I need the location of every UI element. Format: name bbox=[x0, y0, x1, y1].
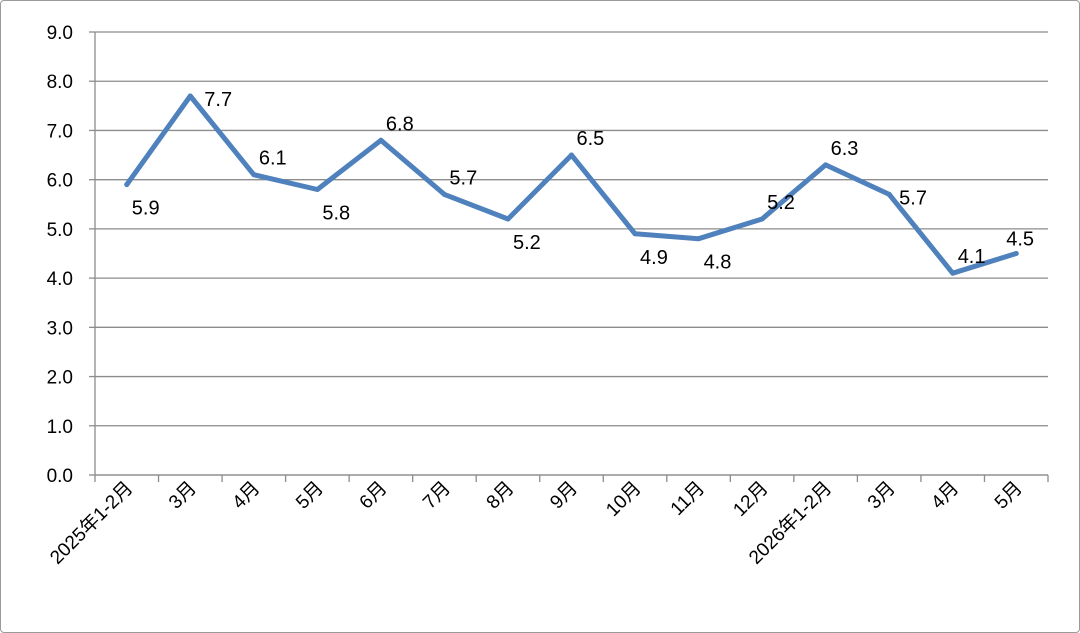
x-tick-label: 9月 bbox=[546, 478, 582, 514]
data-point bbox=[505, 216, 511, 222]
x-tick-label: 8月 bbox=[483, 478, 519, 514]
x-tick-label: 6月 bbox=[356, 478, 392, 514]
data-label: 6.1 bbox=[259, 148, 287, 170]
y-tick-label: 9.0 bbox=[47, 23, 73, 44]
y-tick-label: 8.0 bbox=[47, 72, 73, 93]
x-axis-tick-labels: 2025年1-2月 3月 4月 5月 6月 7月 8月 9月 10月 11月 12月2026年1-2… bbox=[46, 477, 1027, 569]
data-labels: 5.9 7.7 6.1 5.8 6.8 5.7 5.2 6.5 4.9 4.8 5.2 6.3 5.7 4… bbox=[132, 89, 1034, 274]
x-tick-label: 3月 bbox=[864, 478, 900, 514]
data-label: 6.8 bbox=[386, 113, 414, 135]
data-label: 7.7 bbox=[204, 89, 232, 111]
x-tick-label: 5月 bbox=[292, 478, 328, 514]
data-point bbox=[759, 216, 765, 222]
x-tick-label: 10月 bbox=[602, 478, 645, 521]
data-point bbox=[1013, 251, 1019, 256]
data-point bbox=[632, 231, 638, 237]
x-tick-label: 12月 bbox=[729, 478, 772, 521]
y-tick-label: 4.0 bbox=[47, 269, 73, 290]
y-tick-label: 3.0 bbox=[47, 318, 73, 339]
data-label: 4.9 bbox=[640, 247, 668, 269]
y-tick-label: 1.0 bbox=[47, 417, 73, 438]
y-tick-label: 0.0 bbox=[47, 466, 73, 487]
series-group bbox=[124, 93, 1019, 276]
y-tick-label: 7.0 bbox=[47, 121, 73, 142]
data-point bbox=[950, 270, 956, 276]
data-label: 6.5 bbox=[577, 128, 605, 150]
data-point bbox=[378, 137, 384, 143]
series-line bbox=[124, 93, 1019, 276]
data-point bbox=[569, 152, 574, 158]
data-point bbox=[187, 93, 193, 99]
data-point bbox=[823, 162, 829, 168]
data-label: 4.8 bbox=[704, 252, 732, 274]
gridlines bbox=[95, 31, 1048, 476]
x-tick-label: 7月 bbox=[419, 478, 455, 514]
y-tick-label: 2.0 bbox=[47, 368, 73, 389]
x-tick-label: 11月 bbox=[667, 478, 709, 520]
data-label: 5.2 bbox=[767, 192, 795, 214]
data-point bbox=[886, 191, 892, 197]
x-tick-label: 4月 bbox=[927, 478, 963, 514]
data-point bbox=[124, 182, 130, 188]
data-label: 6.3 bbox=[831, 138, 859, 160]
y-tick-label: 6.0 bbox=[47, 171, 73, 192]
data-label: 5.9 bbox=[132, 198, 160, 220]
data-point bbox=[696, 236, 702, 242]
x-tick-label: 4月 bbox=[229, 478, 265, 514]
x-tick-label: 5月 bbox=[991, 478, 1027, 514]
y-axis-tick-labels: 0.0 1.0 2.0 3.0 4.0 5.0 6.0 7.0 8.0 9.0 bbox=[47, 23, 73, 487]
data-point bbox=[251, 172, 257, 178]
data-label: 5.7 bbox=[899, 187, 927, 209]
data-label: 5.7 bbox=[449, 167, 477, 189]
x-tick-label: 3月 bbox=[165, 478, 201, 514]
data-label: 5.8 bbox=[322, 203, 350, 225]
data-label: 4.5 bbox=[1006, 229, 1034, 251]
y-tick-label: 5.0 bbox=[47, 220, 73, 241]
data-point bbox=[314, 187, 320, 193]
data-label: 5.2 bbox=[513, 232, 541, 254]
axes bbox=[89, 31, 1049, 482]
data-label: 4.1 bbox=[958, 246, 986, 268]
data-point bbox=[441, 191, 447, 197]
x-tick-label: 2025年1-2月 bbox=[46, 477, 138, 569]
